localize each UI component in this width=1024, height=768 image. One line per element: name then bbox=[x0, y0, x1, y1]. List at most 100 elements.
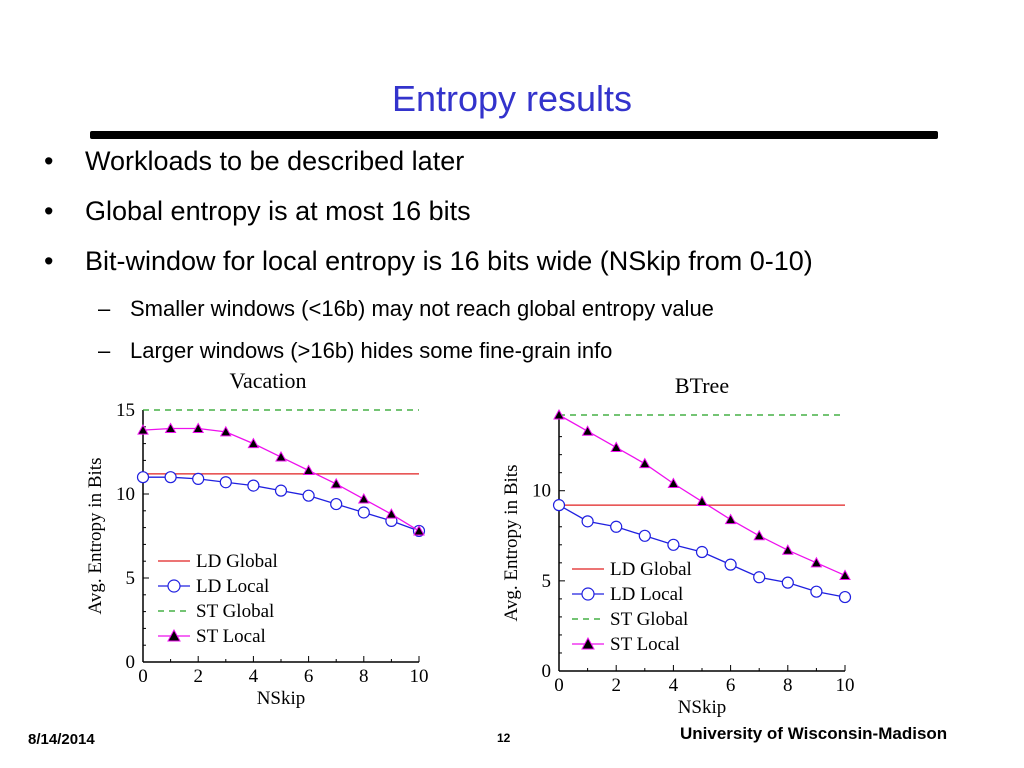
x-tick-label: 2 bbox=[611, 675, 621, 696]
vacation-chart-svg: Vacation 0 2 4 6 8 10 0 5 10 15 NSkip Avg. Entropy i… bbox=[85, 368, 429, 709]
data-point-st-local bbox=[810, 556, 823, 568]
legend-marker-triangle bbox=[167, 628, 181, 642]
y-tick-label: 0 bbox=[542, 661, 552, 682]
data-point-ld-local bbox=[724, 558, 737, 571]
legend-marker-triangle bbox=[581, 636, 595, 650]
data-point-st-local bbox=[275, 451, 287, 462]
data-point-st-local bbox=[724, 513, 737, 525]
bullet-item: • Bit-window for local entropy is 16 bit… bbox=[40, 243, 1020, 293]
y-tick-label: 5 bbox=[542, 571, 552, 592]
data-point-st-local bbox=[781, 544, 794, 555]
data-point-ld-local bbox=[638, 529, 651, 542]
legend-label: ST Global bbox=[196, 601, 274, 622]
y-tick-label: 15 bbox=[116, 400, 135, 421]
data-point-st-local bbox=[553, 408, 565, 420]
footer-date: 8/14/2014 bbox=[28, 731, 95, 748]
data-point-st-local bbox=[302, 464, 315, 475]
x-tick-label: 4 bbox=[669, 675, 679, 696]
legend-marker-circle bbox=[167, 579, 181, 593]
x-tick-label: 0 bbox=[554, 675, 564, 696]
slide-title: Entropy results bbox=[391, 78, 633, 119]
data-point-ld-local bbox=[581, 515, 594, 528]
data-point-ld-local bbox=[247, 479, 260, 492]
y-tick-label: 10 bbox=[116, 484, 135, 505]
data-point-ld-local bbox=[219, 476, 232, 489]
x-tick-label: 6 bbox=[304, 666, 314, 687]
data-point-st-local bbox=[753, 529, 766, 541]
bullet-text: Bit-window for local entropy is 16 bits … bbox=[85, 246, 813, 276]
bullet-item: • Workloads to be described later bbox=[40, 143, 1020, 193]
sub-bullet-item: – Larger windows (>16b) hides some fine-… bbox=[40, 335, 1020, 377]
legend-label: LD Local bbox=[196, 576, 269, 597]
data-point-st-local bbox=[696, 495, 708, 507]
x-tick-label: 8 bbox=[359, 666, 369, 687]
x-tick-label: 4 bbox=[249, 666, 259, 687]
data-point-st-local bbox=[413, 524, 425, 536]
data-point-ld-local bbox=[357, 506, 370, 519]
sub-bullet-text: Smaller windows (<16b) may not reach glo… bbox=[130, 296, 714, 321]
legend-label: ST Local bbox=[196, 626, 266, 647]
y-axis-label: Avg. Entropy in Bits bbox=[501, 465, 522, 622]
vacation-chart: Vacation 0 2 4 6 8 10 0 5 10 15 NSkip Avg. Entropy i… bbox=[78, 368, 448, 713]
data-point-st-local bbox=[192, 422, 205, 433]
data-point-st-local bbox=[610, 441, 623, 452]
legend-label: LD Local bbox=[610, 584, 683, 605]
legend-label: ST Local bbox=[610, 634, 680, 655]
series-line-st-local bbox=[142, 427, 420, 532]
data-point-st-local bbox=[219, 425, 232, 437]
data-point-ld-local bbox=[838, 590, 852, 604]
btree-chart: BTree 0 2 4 6 8 10 0 5 10 NSkip Avg. Entropy in Bit… bbox=[492, 370, 862, 722]
bullet-text: Global entropy is at most 16 bits bbox=[85, 196, 471, 226]
y-axis-label: Avg. Entropy in Bits bbox=[85, 458, 106, 615]
btree-chart-svg: BTree 0 2 4 6 8 10 0 5 10 NSkip Avg. Entropy in Bit… bbox=[501, 373, 855, 718]
data-point-ld-local bbox=[810, 585, 823, 598]
data-point-ld-local bbox=[302, 489, 315, 502]
y-tick-label: 5 bbox=[126, 568, 136, 589]
dash-glyph: – bbox=[98, 296, 111, 321]
footer-university: University of Wisconsin-Madison bbox=[680, 724, 948, 743]
data-point-ld-local bbox=[192, 472, 205, 485]
data-point-st-local bbox=[581, 425, 594, 436]
x-tick-label: 10 bbox=[410, 666, 429, 687]
data-point-ld-local bbox=[164, 471, 177, 484]
data-point-ld-local bbox=[552, 499, 566, 512]
data-point-st-local bbox=[638, 457, 651, 469]
bullet-glyph: • bbox=[44, 196, 54, 226]
legend-label: ST Global bbox=[610, 609, 688, 630]
data-point-st-local bbox=[330, 477, 343, 489]
x-tick-label: 10 bbox=[836, 675, 855, 696]
title-divider bbox=[90, 131, 938, 139]
x-axis-label: NSkip bbox=[257, 688, 306, 709]
bullet-glyph: • bbox=[44, 246, 54, 276]
data-point-ld-local bbox=[274, 484, 288, 497]
data-point-ld-local bbox=[753, 571, 766, 584]
data-point-ld-local bbox=[136, 471, 150, 484]
bullet-glyph: • bbox=[44, 146, 54, 176]
x-axis-label: NSkip bbox=[678, 697, 727, 718]
chart-title: BTree bbox=[675, 373, 729, 398]
data-point-st-local bbox=[137, 424, 149, 435]
legend-label: LD Global bbox=[610, 559, 692, 580]
data-point-ld-local bbox=[610, 520, 623, 533]
sub-bullet-text: Larger windows (>16b) hides some fine-gr… bbox=[130, 338, 613, 363]
data-point-ld-local bbox=[330, 497, 343, 511]
data-point-st-local bbox=[247, 437, 260, 449]
data-point-st-local bbox=[667, 477, 680, 489]
page-number: 12 bbox=[497, 731, 511, 745]
x-tick-label: 6 bbox=[726, 675, 736, 696]
legend-marker-circle bbox=[581, 587, 595, 601]
x-tick-label: 8 bbox=[783, 675, 793, 696]
bullet-text: Workloads to be described later bbox=[85, 146, 465, 176]
data-point-st-local bbox=[839, 569, 851, 580]
data-point-ld-local bbox=[781, 576, 794, 589]
data-point-st-local bbox=[385, 508, 398, 519]
sub-bullet-item: – Smaller windows (<16b) may not reach g… bbox=[40, 293, 1020, 335]
chart-title: Vacation bbox=[230, 368, 307, 393]
y-tick-label: 0 bbox=[126, 652, 136, 673]
dash-glyph: – bbox=[98, 338, 111, 363]
y-tick-label: 10 bbox=[532, 481, 551, 502]
bullet-list: • Workloads to be described later • Glob… bbox=[40, 143, 1020, 377]
legend-label: LD Global bbox=[196, 551, 278, 572]
data-point-ld-local bbox=[667, 538, 680, 551]
data-point-ld-local bbox=[695, 545, 709, 559]
